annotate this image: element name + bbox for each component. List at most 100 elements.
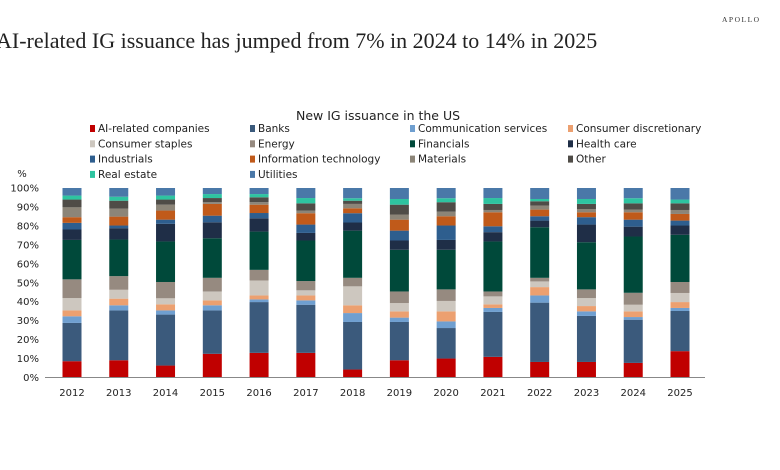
bar-segment [623, 203, 643, 210]
bar-segment [576, 311, 596, 316]
bar-segment [389, 198, 409, 205]
bar-segment [436, 358, 456, 378]
bar-segment [623, 236, 643, 293]
bar-segment [530, 209, 550, 217]
bar-segment [62, 239, 82, 280]
bar-segment [156, 298, 176, 305]
x-tick-label: 2012 [59, 388, 84, 399]
bar-stack-2017 [296, 188, 316, 378]
legend-item: Industrials [90, 154, 153, 166]
bar-segment [109, 208, 129, 217]
legend-label: Communication services [418, 123, 547, 135]
bar-stack-2024 [623, 188, 643, 378]
bar-segment [296, 352, 316, 378]
bar-segment [623, 317, 643, 320]
bar-segment [202, 300, 222, 306]
bar-segment [436, 211, 456, 217]
bar-segment [62, 199, 82, 208]
bar-segment [436, 239, 456, 250]
bar-segment [623, 212, 643, 220]
bar-segment [389, 360, 409, 378]
bar-segment [389, 219, 409, 231]
bar-segment [109, 310, 129, 361]
x-tick-label: 2021 [480, 388, 505, 399]
legend-label: Banks [258, 123, 290, 135]
legend-item: Communication services [410, 123, 547, 135]
bar-segment [389, 188, 409, 199]
bar-segment [249, 231, 269, 270]
bar-stack-2019 [389, 188, 409, 378]
bar-segment [109, 225, 129, 229]
bar-segment [109, 289, 129, 299]
bar-segment [62, 279, 82, 299]
bar-segment [156, 195, 176, 200]
x-tick-label: 2014 [153, 388, 178, 399]
bar-segment [62, 188, 82, 196]
bar-segment [156, 223, 176, 242]
bar-segment [296, 188, 316, 199]
bar-segment [109, 200, 129, 209]
bar-segment [623, 311, 643, 318]
bar-segment [670, 292, 690, 303]
bar-segment [62, 361, 82, 378]
legend-swatch [90, 170, 95, 178]
bar-segment [249, 352, 269, 378]
bar-segment [576, 203, 596, 210]
bar-segment [62, 310, 82, 317]
x-tick-label: 2019 [387, 388, 412, 399]
bar-segment [576, 242, 596, 290]
legend-label: Other [576, 154, 606, 166]
bar-segment [483, 296, 503, 305]
bar-segment [156, 199, 176, 205]
bar-segment [249, 202, 269, 205]
bar-segment [343, 203, 363, 209]
bar-segment [343, 230, 363, 278]
bar-segment [670, 220, 690, 226]
bar-segment [623, 219, 643, 227]
bars [62, 188, 690, 378]
bar-segment [249, 188, 269, 195]
bar-segment [156, 219, 176, 224]
bar-segment [670, 234, 690, 282]
bar-segment [296, 300, 316, 305]
bar-segment [343, 369, 363, 378]
bar-segment [296, 232, 316, 241]
bar-segment [670, 213, 690, 221]
legend-swatch [250, 140, 255, 148]
bar-segment [343, 313, 363, 322]
bar-segment [249, 295, 269, 300]
bar-segment [576, 217, 596, 225]
legend-label: Financials [418, 138, 469, 150]
bar-segment [156, 281, 176, 299]
bar-segment [343, 188, 363, 199]
bar-segment [483, 188, 503, 199]
bar-segment [343, 321, 363, 370]
bar-segment [576, 209, 596, 213]
legend-item: Materials [410, 154, 466, 166]
legend-swatch [410, 125, 415, 132]
bar-segment [530, 220, 550, 228]
legend-label: Real estate [98, 169, 157, 181]
bar-segment [576, 188, 596, 199]
legend-label: Utilities [258, 169, 298, 181]
legend-item: Health care [568, 138, 637, 150]
bar-segment [202, 198, 222, 203]
y-axis: 0% 10% 20% 30% 40% 50% 60% 70% 80% 90% 100% [10, 184, 39, 385]
bar-segment [530, 295, 550, 303]
y-tick-label: 40% [17, 297, 39, 308]
bar-stack-2016 [249, 188, 269, 378]
bar-stack-2020 [436, 188, 456, 378]
bar-stack-2012 [62, 188, 82, 378]
bar-segment [296, 203, 316, 211]
legend-label: Energy [258, 138, 295, 150]
bar-segment [530, 281, 550, 288]
bar-segment [296, 210, 316, 214]
bar-segment [343, 286, 363, 306]
bar-segment [109, 239, 129, 277]
bar-segment [156, 241, 176, 282]
y-tick-label: 10% [17, 354, 39, 365]
legend-swatch [250, 170, 255, 178]
bar-segment [343, 277, 363, 287]
bar-segment [249, 269, 269, 281]
